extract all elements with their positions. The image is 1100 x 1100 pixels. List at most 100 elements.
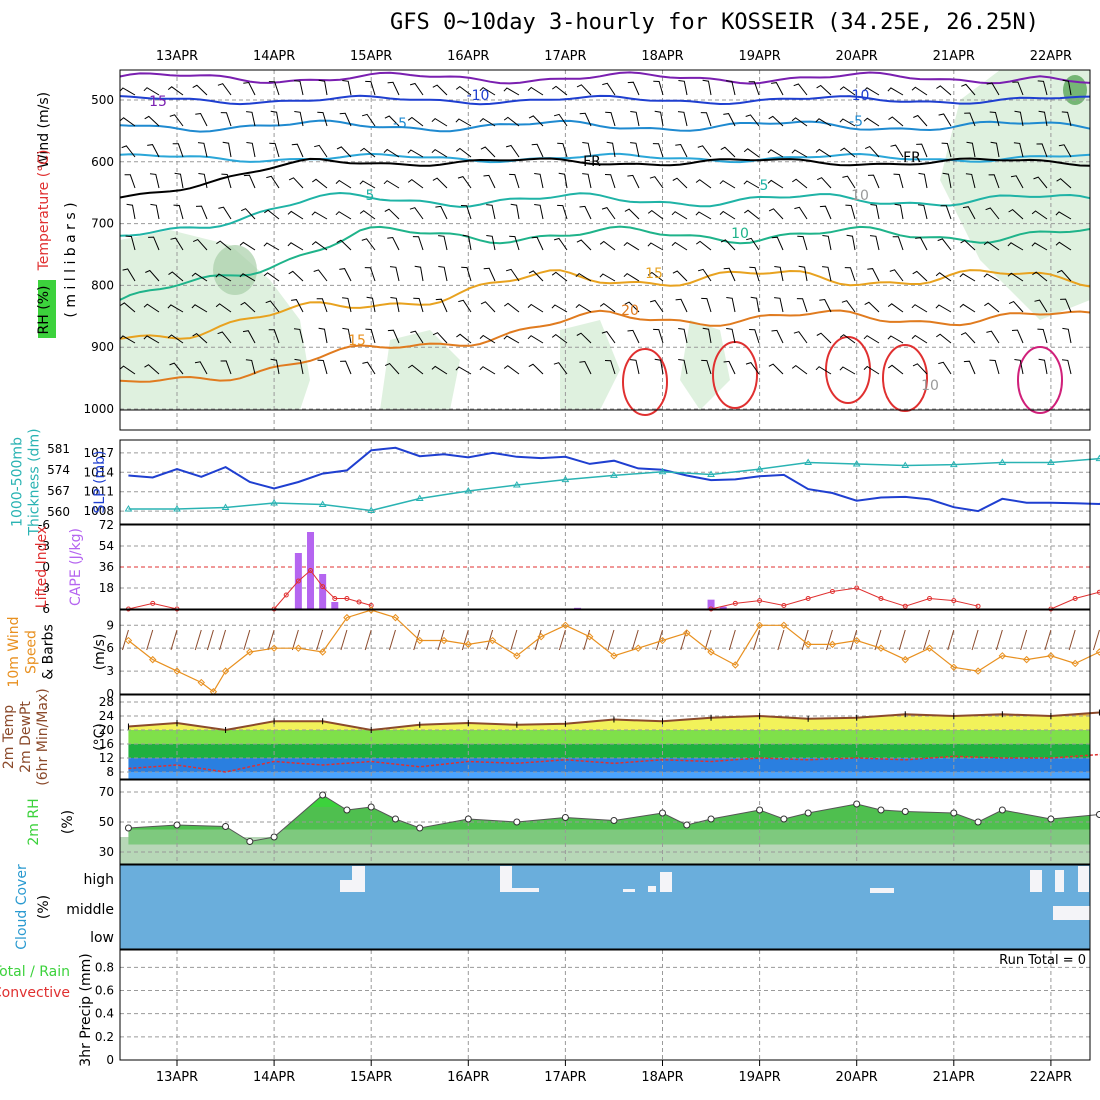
- wind-barb: [480, 146, 496, 158]
- wind-barb: [767, 179, 784, 189]
- rh-band: [128, 795, 1090, 807]
- wind-barb: [1008, 208, 1024, 220]
- wind-barb: [407, 178, 424, 189]
- wind-barb: [191, 272, 208, 282]
- wind-barb: [359, 210, 376, 220]
- y-tick-label-li: -6: [38, 518, 50, 532]
- y-axis-label-rh: 2m RH: [26, 798, 42, 845]
- isotherm-minus2: [119, 152, 1091, 164]
- wind-barb: [599, 302, 616, 313]
- wind-barb: [268, 329, 280, 344]
- y-tick-label-temp: 28: [99, 695, 114, 709]
- li-line: [128, 569, 1100, 610]
- wind-barb: [263, 242, 280, 251]
- thickness-marker: [561, 475, 570, 483]
- wind-speed-marker: [488, 636, 497, 645]
- surface-wind-barb: [1020, 629, 1028, 651]
- date-label-top: 13APR: [156, 49, 198, 64]
- wind-barb: [438, 266, 448, 282]
- surface-wind-barb: [558, 629, 566, 651]
- wind-barb: [410, 330, 424, 344]
- wind-barb: [242, 330, 256, 344]
- rh-marker: [780, 815, 788, 823]
- wind-barb: [960, 332, 976, 344]
- wind-barb: [937, 238, 952, 251]
- cloud-gap: [648, 886, 656, 892]
- wind-barb: [503, 335, 520, 344]
- wind-speed-marker: [634, 644, 642, 652]
- wind-barb: [938, 361, 952, 375]
- wind-barb: [726, 80, 736, 96]
- wind-barb: [888, 364, 904, 375]
- wind-barb: [456, 333, 472, 344]
- wind-barb: [173, 204, 184, 220]
- thickness-marker: [318, 500, 327, 507]
- y-tick-label-slp: 1011: [83, 485, 114, 499]
- wind-barb: [697, 268, 712, 282]
- wind-barb: [407, 116, 424, 127]
- wind-speed-marker: [537, 633, 545, 641]
- y-tick-label-rh: 30: [99, 845, 114, 859]
- wind-barb: [647, 242, 664, 251]
- wind-barb: [198, 173, 208, 189]
- data-marks: [119, 71, 1100, 920]
- surface-wind-barb: [1092, 629, 1100, 651]
- wind-barb: [216, 240, 232, 251]
- wind-barb: [816, 177, 832, 189]
- wind-speed-marker: [440, 636, 448, 645]
- wind-barb: [462, 234, 472, 251]
- temp-band: [120, 695, 1090, 702]
- wind-barb: [558, 172, 568, 189]
- wind-barb: [911, 334, 928, 344]
- wind-barb: [192, 238, 208, 251]
- wind-barb: [749, 329, 760, 344]
- wind-barb: [744, 209, 760, 220]
- wind-barb: [579, 112, 592, 127]
- wind-barb: [1060, 298, 1072, 313]
- dewpoint-line: [128, 753, 1100, 773]
- y-axis-label-temp: 2m DewPt: [18, 701, 34, 773]
- thickness-marker: [221, 503, 230, 510]
- thickness-marker: [658, 467, 667, 475]
- wind-barb: [172, 143, 184, 158]
- wind-barb: [528, 363, 544, 375]
- wind-barb: [384, 208, 400, 220]
- wind-speed-marker: [1095, 648, 1100, 656]
- wind-barb: [749, 266, 760, 282]
- surface-wind-barb: [291, 629, 299, 651]
- wind-barb: [936, 333, 952, 344]
- wind-speed-marker: [561, 621, 570, 629]
- panel-frame-rh: [119, 779, 1091, 865]
- isotherm-freezing: [119, 157, 1091, 199]
- wind-barb: [509, 235, 520, 251]
- surface-wind-barb: [923, 629, 931, 651]
- surface-wind-barb: [267, 629, 275, 651]
- date-label-bottom: 14APR: [253, 1070, 295, 1085]
- wind-barb: [458, 299, 472, 313]
- wind-barb: [409, 82, 424, 96]
- wind-speed-marker: [852, 636, 861, 645]
- y-tick-label-temp: 16: [99, 737, 114, 751]
- wind-barb: [797, 235, 808, 251]
- rh-marker: [756, 806, 764, 814]
- cape-bar: [719, 606, 727, 609]
- wind-speed-marker: [1047, 652, 1055, 660]
- wind-speed-marker: [294, 644, 303, 652]
- thickness-marker: [901, 461, 910, 468]
- wind-barb: [552, 85, 568, 96]
- wind-barb: [294, 358, 304, 375]
- wind-barb: [293, 328, 304, 344]
- wind-barb: [719, 210, 736, 220]
- rh-marker: [319, 791, 327, 799]
- y-axis-label-upper: Temperature (°C): [36, 150, 52, 272]
- date-label-top: 14APR: [253, 49, 295, 64]
- wind-barb: [678, 80, 688, 96]
- wind-barb: [870, 204, 880, 220]
- wind-barb: [1062, 327, 1072, 344]
- wind-barb: [726, 328, 736, 344]
- thickness-marker: [852, 460, 861, 467]
- y-tick-label-wind: 0: [106, 687, 114, 701]
- wind-barb: [1033, 176, 1048, 189]
- wind-barb: [935, 272, 952, 282]
- wind-barb: [503, 365, 520, 375]
